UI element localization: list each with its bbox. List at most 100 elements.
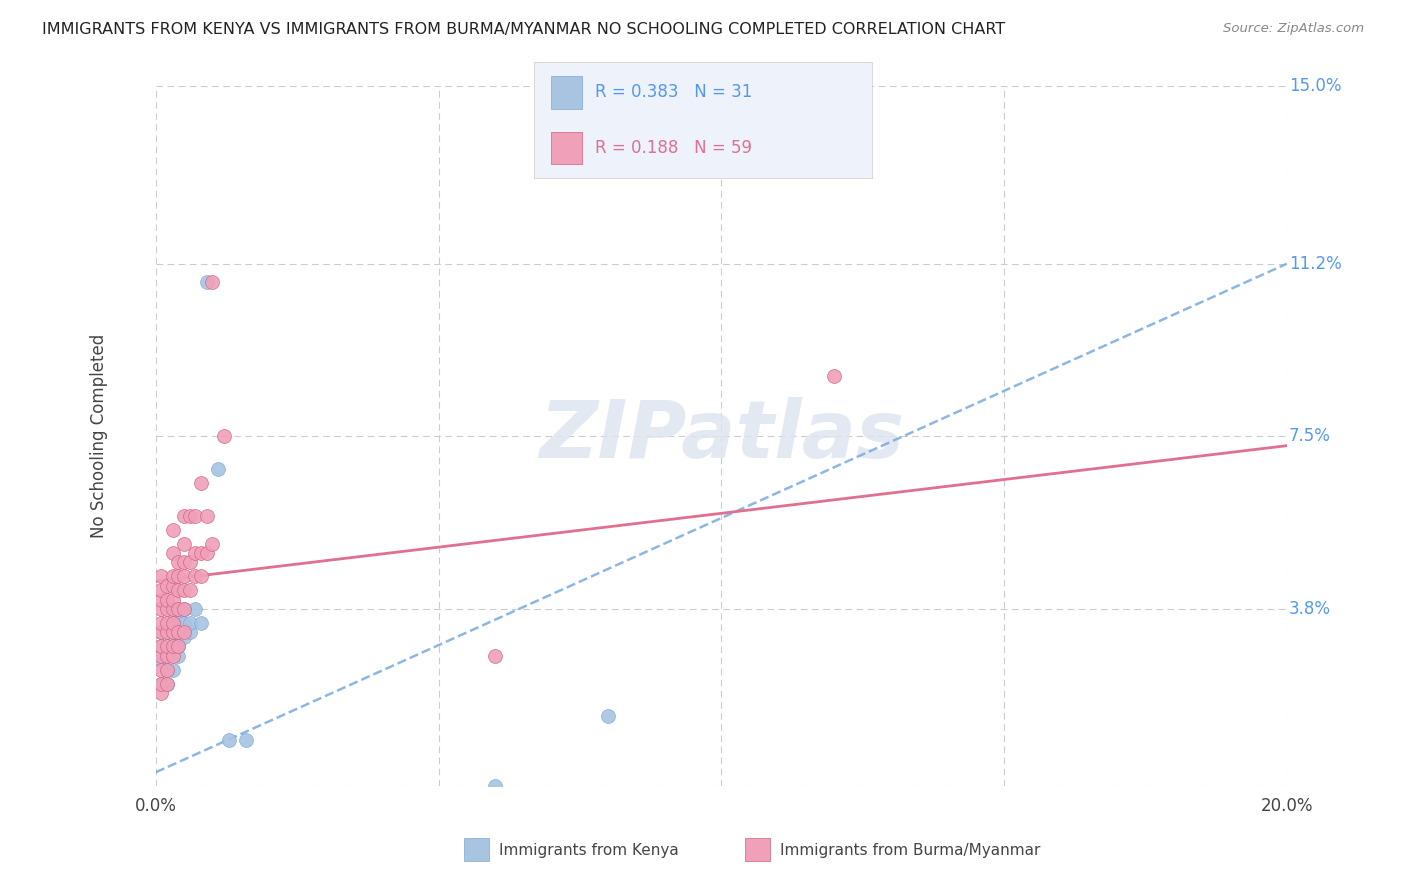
- Point: [156, 663, 179, 677]
- Point: [150, 686, 173, 700]
- Point: [484, 648, 506, 663]
- Point: [167, 625, 190, 640]
- Point: [167, 569, 190, 583]
- Text: Immigrants from Kenya: Immigrants from Kenya: [499, 843, 679, 857]
- Point: [162, 615, 184, 630]
- Point: [173, 630, 195, 644]
- Point: [156, 592, 179, 607]
- Point: [235, 732, 257, 747]
- Point: [212, 429, 235, 443]
- Point: [179, 625, 201, 640]
- Point: [150, 640, 173, 654]
- Text: 15.0%: 15.0%: [1289, 78, 1341, 95]
- Point: [184, 569, 207, 583]
- Text: 7.5%: 7.5%: [1289, 427, 1331, 445]
- Point: [173, 536, 195, 550]
- Point: [167, 583, 190, 598]
- Point: [218, 732, 240, 747]
- Point: [179, 615, 201, 630]
- Point: [167, 611, 190, 625]
- Point: [150, 592, 173, 607]
- Point: [162, 602, 184, 616]
- Point: [173, 555, 195, 569]
- Point: [156, 676, 179, 690]
- Text: Immigrants from Burma/Myanmar: Immigrants from Burma/Myanmar: [780, 843, 1040, 857]
- Point: [167, 640, 190, 654]
- Point: [156, 640, 179, 654]
- Point: [190, 569, 212, 583]
- Text: 20.0%: 20.0%: [1261, 797, 1313, 814]
- Text: No Schooling Completed: No Schooling Completed: [90, 334, 108, 539]
- Point: [167, 555, 190, 569]
- Text: 0.0%: 0.0%: [135, 797, 177, 814]
- Point: [167, 602, 190, 616]
- Point: [179, 583, 201, 598]
- Point: [167, 640, 190, 654]
- Point: [156, 648, 179, 663]
- Point: [162, 579, 184, 593]
- Point: [173, 508, 195, 523]
- Point: [184, 508, 207, 523]
- Point: [162, 625, 184, 640]
- Point: [167, 625, 190, 640]
- Point: [150, 583, 173, 598]
- Point: [207, 462, 229, 476]
- Point: [150, 676, 173, 690]
- Point: [484, 779, 506, 793]
- Point: [173, 602, 195, 616]
- Point: [190, 475, 212, 490]
- Point: [162, 648, 184, 663]
- Point: [162, 615, 184, 630]
- Point: [162, 546, 184, 560]
- Point: [162, 569, 184, 583]
- Point: [150, 602, 173, 616]
- Point: [167, 648, 190, 663]
- Point: [823, 368, 845, 383]
- Bar: [551, 77, 582, 109]
- Point: [190, 546, 212, 560]
- Point: [162, 640, 184, 654]
- Text: R = 0.383   N = 31: R = 0.383 N = 31: [595, 83, 752, 101]
- Text: 11.2%: 11.2%: [1289, 255, 1341, 273]
- Point: [150, 569, 173, 583]
- Point: [173, 602, 195, 616]
- Point: [156, 663, 179, 677]
- Point: [150, 648, 173, 663]
- Point: [179, 555, 201, 569]
- Point: [184, 602, 207, 616]
- Point: [201, 536, 224, 550]
- Point: [179, 508, 201, 523]
- Point: [156, 676, 179, 690]
- Point: [184, 546, 207, 560]
- Text: Source: ZipAtlas.com: Source: ZipAtlas.com: [1223, 22, 1364, 36]
- Point: [150, 625, 173, 640]
- Point: [156, 615, 179, 630]
- Point: [173, 625, 195, 640]
- Point: [195, 546, 218, 560]
- Point: [173, 569, 195, 583]
- Point: [162, 523, 184, 537]
- Point: [173, 583, 195, 598]
- Point: [150, 615, 173, 630]
- Text: IMMIGRANTS FROM KENYA VS IMMIGRANTS FROM BURMA/MYANMAR NO SCHOOLING COMPLETED CO: IMMIGRANTS FROM KENYA VS IMMIGRANTS FROM…: [42, 22, 1005, 37]
- Point: [190, 615, 212, 630]
- Point: [162, 640, 184, 654]
- Point: [162, 663, 184, 677]
- Point: [162, 592, 184, 607]
- Point: [150, 653, 173, 667]
- Text: R = 0.188   N = 59: R = 0.188 N = 59: [595, 138, 752, 157]
- Point: [156, 625, 179, 640]
- Point: [150, 625, 173, 640]
- Point: [167, 602, 190, 616]
- Point: [598, 709, 620, 723]
- Point: [156, 625, 179, 640]
- Point: [162, 625, 184, 640]
- Point: [150, 663, 173, 677]
- Bar: [551, 132, 582, 164]
- Point: [156, 579, 179, 593]
- Text: ZIPatlas: ZIPatlas: [538, 397, 904, 475]
- Point: [156, 648, 179, 663]
- Point: [195, 276, 218, 290]
- Text: 3.8%: 3.8%: [1289, 600, 1331, 618]
- Point: [173, 615, 195, 630]
